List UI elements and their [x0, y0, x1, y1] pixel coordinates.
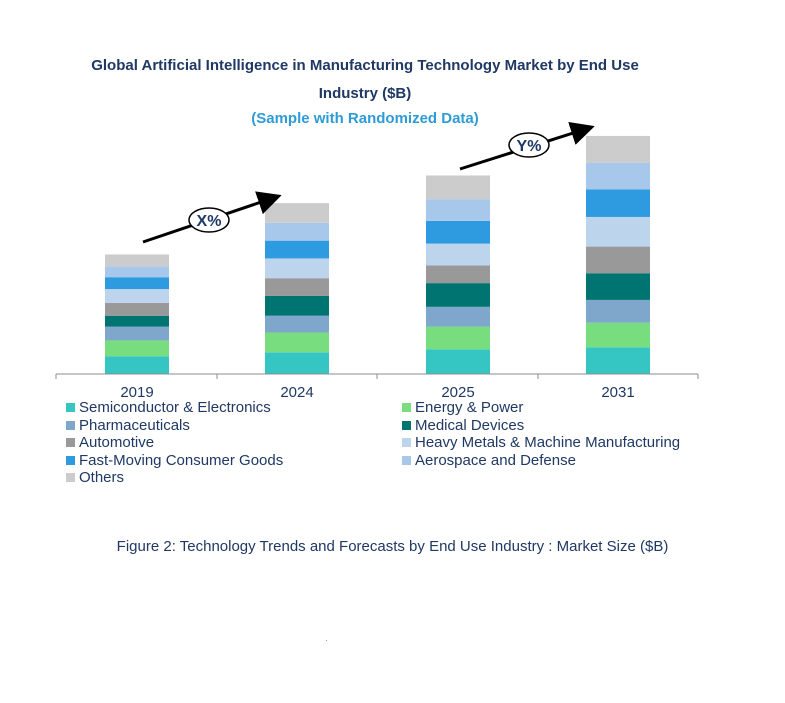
legend-swatch: [66, 420, 75, 430]
legend-swatch: [402, 455, 411, 465]
bar-segment-2025-3: [426, 283, 490, 307]
legend-item: Others: [66, 469, 124, 486]
legend-label: Energy & Power: [415, 399, 524, 416]
bar-segment-2031-4: [586, 246, 650, 274]
bar-segment-2025-2: [426, 306, 490, 327]
legend-item: Fast-Moving Consumer Goods: [66, 452, 283, 469]
bar-segment-2031-2: [586, 299, 650, 323]
bar-segment-2019-7: [105, 266, 169, 278]
legend-label: Medical Devices: [415, 416, 525, 434]
legend-label: Automotive: [79, 434, 155, 451]
bar-segment-2019-5: [105, 289, 169, 303]
chart-title: Global Artificial Intelligence in Manufa…: [0, 52, 730, 108]
title-line-2: Industry ($B): [318, 85, 412, 102]
bar-segment-2031-8: [586, 135, 650, 163]
bar-segment-2019-2: [105, 326, 169, 341]
legend-label: Fast-Moving Consumer Goods: [79, 451, 284, 469]
bar-segment-2031-1: [586, 322, 650, 348]
growth-label-ellipse-1: [188, 207, 230, 233]
bar-segment-2025-0: [426, 349, 490, 374]
legend-swatch: [66, 403, 75, 412]
bar-segment-2025-8: [426, 175, 490, 200]
legend-item: Aerospace and Defense: [402, 452, 576, 469]
bar-segment-2031-3: [586, 273, 650, 300]
legend-swatch: [66, 455, 75, 465]
bar-segment-2025-6: [426, 220, 490, 244]
bar-segment-2019-4: [105, 302, 169, 316]
legend-swatch: [66, 438, 75, 447]
legend-item: Medical Devices: [402, 417, 524, 434]
legend-item: Automotive: [66, 434, 154, 451]
bar-segment-2031-7: [586, 162, 650, 190]
legend-label: Others: [79, 469, 125, 486]
legend-item: Heavy Metals & Machine Manufacturing: [402, 434, 680, 451]
bar-segment-2024-2: [265, 315, 329, 333]
bar-segment-2019-6: [105, 277, 169, 290]
legend-swatch: [402, 438, 411, 447]
legend-swatch: [402, 403, 411, 412]
stray-dot: [326, 640, 327, 641]
x-tick-label-2025: 2025: [441, 384, 474, 401]
legend-swatch: [402, 420, 411, 430]
bar-segment-2024-0: [265, 352, 329, 374]
bar-segment-2025-5: [426, 243, 490, 266]
legend-label: Pharmaceuticals: [79, 416, 190, 434]
bar-segment-2019-1: [105, 340, 169, 357]
bar-segment-2025-1: [426, 326, 490, 350]
bar-segment-2031-6: [586, 189, 650, 217]
bar-segment-2031-5: [586, 216, 650, 247]
figure-caption: Figure 2: Technology Trends and Forecast…: [116, 538, 669, 555]
x-tick-label-2019: 2019: [120, 384, 153, 401]
bar-segment-2019-0: [105, 356, 169, 374]
legend-label: Heavy Metals & Machine Manufacturing: [415, 434, 681, 451]
growth-label-1: X%: [197, 213, 222, 230]
bar-segment-2031-0: [586, 347, 650, 374]
bar-segment-2024-5: [265, 258, 329, 279]
legend-label: Semiconductor & Electronics: [79, 399, 271, 416]
growth-label-2: Y%: [517, 138, 542, 155]
legend-item: Energy & Power: [402, 399, 523, 416]
bar-segment-2024-3: [265, 295, 329, 316]
bar-segment-2024-6: [265, 240, 329, 259]
bar-segment-2019-8: [105, 254, 169, 267]
bar-segment-2024-1: [265, 332, 329, 353]
legend-item: Semiconductor & Electronics: [66, 399, 271, 416]
legend-swatch: [66, 473, 75, 482]
bar-segment-2025-4: [426, 265, 490, 284]
bar-segment-2024-8: [265, 203, 329, 223]
title-line-1: Global Artificial Intelligence in Manufa…: [91, 57, 639, 74]
bar-segment-2019-3: [105, 315, 169, 327]
x-tick-label-2031: 2031: [601, 384, 634, 401]
bar-segment-2024-7: [265, 222, 329, 241]
chart-subtitle: (Sample with Randomized Data): [251, 110, 479, 127]
growth-label-ellipse-2: [508, 132, 550, 158]
bar-segment-2024-4: [265, 278, 329, 296]
legend-item: Pharmaceuticals: [66, 417, 190, 434]
x-tick-label-2024: 2024: [280, 384, 313, 401]
bar-segment-2025-7: [426, 199, 490, 221]
legend-label: Aerospace and Defense: [415, 451, 576, 469]
